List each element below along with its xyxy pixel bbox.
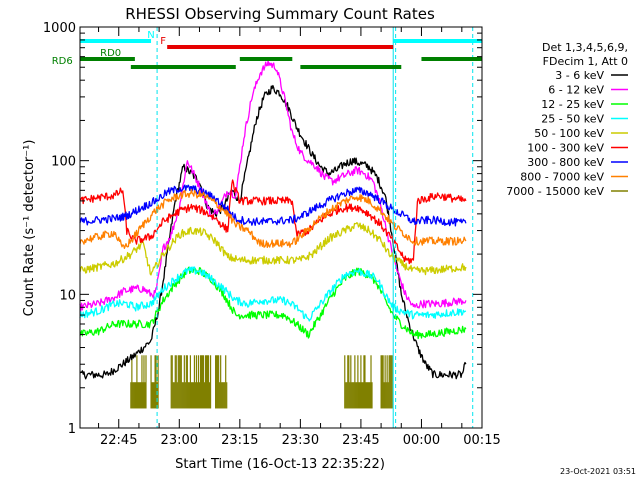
y-axis: 1 10 100 1000 (43, 21, 482, 437)
x-tick-label: 00:00 (403, 433, 440, 448)
x-tick-label: 23:00 (161, 433, 198, 448)
series-4 (79, 222, 467, 276)
legend-label: 7000 - 15000 keV (506, 185, 604, 198)
legend-header-2: FDecim 1, Att 0 (543, 55, 628, 68)
series-2 (79, 266, 467, 340)
series-layer (79, 60, 467, 380)
legend-label: 100 - 300 keV (527, 142, 604, 155)
x-tick-label: 00:15 (463, 433, 500, 448)
legend-label: 300 - 800 keV (527, 156, 604, 169)
legend-label: 12 - 25 keV (541, 98, 604, 111)
series-line (79, 84, 467, 380)
series-line (79, 222, 467, 276)
y-tick-label: 1 (68, 422, 76, 437)
marker-label: F (160, 36, 166, 47)
y-tick-label: 1000 (43, 21, 76, 36)
marker-label: N (147, 30, 154, 41)
series-0 (79, 84, 467, 380)
series-line (79, 179, 467, 265)
legend: Det 1,3,4,5,6,9, FDecim 1, Att 0 3 - 6 k… (506, 41, 628, 198)
x-axis-label: Start Time (16-Oct-13 22:35:22) (175, 457, 385, 472)
series-line (79, 266, 467, 340)
x-tick-label: 23:30 (282, 433, 319, 448)
legend-header-1: Det 1,3,4,5,6,9, (542, 41, 628, 54)
x-tick-label: 22:45 (100, 433, 137, 448)
marker-label: RD6 (52, 56, 73, 67)
series-line (79, 188, 467, 250)
x-tick-label: 23:45 (342, 433, 379, 448)
marker-label: RD0 (100, 48, 121, 59)
chart-title: RHESSI Observing Summary Count Rates (125, 5, 435, 23)
state-markers: NF RD0 RD6 (52, 30, 482, 69)
legend-label: 50 - 100 keV (534, 127, 604, 140)
x-axis: 22:45 23:00 23:15 23:30 23:45 00:00 00:15 (98, 27, 501, 448)
series-line (79, 266, 467, 322)
legend-label: 25 - 50 keV (541, 113, 604, 126)
series-5 (79, 179, 467, 265)
legend-label: 6 - 12 keV (548, 84, 604, 97)
series-3 (79, 266, 467, 322)
y-axis-label: Count Rate (s⁻¹ detector⁻¹) (22, 140, 37, 317)
footer-timestamp: 23-Oct-2021 03:51 (560, 467, 636, 476)
legend-label: 800 - 7000 keV (520, 171, 604, 184)
series-7 (79, 188, 467, 250)
plot-frame (79, 26, 483, 429)
x-tick-label: 23:15 (221, 433, 258, 448)
series-6 (79, 184, 467, 227)
y-tick-label: 10 (59, 288, 76, 303)
series-1 (79, 60, 467, 312)
legend-label: 3 - 6 keV (555, 69, 604, 82)
series-line (79, 60, 467, 312)
series-line (79, 184, 467, 227)
y-tick-label: 100 (51, 155, 76, 170)
